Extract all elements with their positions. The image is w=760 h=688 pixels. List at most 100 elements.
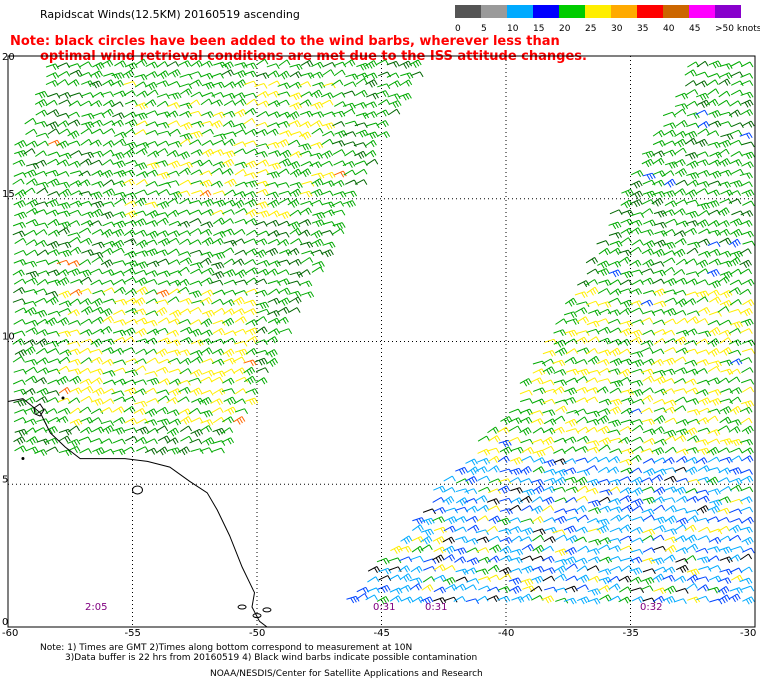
legend-label: 35 xyxy=(637,24,649,34)
wind-barb xyxy=(169,191,183,199)
wind-barb xyxy=(563,467,577,475)
wind-barb xyxy=(719,237,732,245)
wind-barb xyxy=(663,308,677,317)
wind-barb xyxy=(453,547,467,555)
wind-barb xyxy=(47,139,61,147)
wind-barb xyxy=(739,288,752,296)
wind-barb xyxy=(354,160,368,167)
wind-barb xyxy=(422,576,435,583)
wind-barb xyxy=(729,218,743,227)
wind-barb xyxy=(89,191,103,199)
wind-barb xyxy=(34,98,48,108)
wind-barb xyxy=(288,290,302,298)
wind-barb xyxy=(190,417,204,423)
wind-barb xyxy=(609,565,623,572)
wind-barb xyxy=(79,347,92,354)
wind-barb xyxy=(654,566,667,573)
wind-barb xyxy=(366,158,379,166)
wind-barb xyxy=(78,288,92,294)
wind-barb xyxy=(113,211,127,219)
wind-barb xyxy=(542,436,555,446)
wind-barb xyxy=(45,340,59,348)
wind-barb xyxy=(630,379,644,387)
wind-barb xyxy=(179,257,193,265)
wind-barb xyxy=(731,574,744,582)
wind-barb xyxy=(497,455,510,463)
wind-barb xyxy=(13,200,27,209)
wind-barb xyxy=(180,161,193,169)
wind-barb xyxy=(266,171,280,179)
wind-barb xyxy=(739,577,753,585)
wind-barb xyxy=(640,229,654,236)
wind-barb xyxy=(112,427,126,435)
wind-barb xyxy=(684,378,698,386)
wind-barb xyxy=(90,377,103,385)
wind-barb xyxy=(156,389,170,396)
wind-barb xyxy=(720,368,734,376)
wind-barb xyxy=(67,79,80,87)
wind-barb xyxy=(663,554,676,562)
wind-barb xyxy=(301,257,314,264)
wind-barb xyxy=(631,368,645,375)
wind-barb xyxy=(607,429,621,436)
wind-barb xyxy=(289,168,302,178)
wind-barb xyxy=(576,368,590,377)
wind-barb xyxy=(134,189,148,196)
wind-barb xyxy=(190,60,203,68)
wind-barb xyxy=(707,141,721,149)
wind-barb xyxy=(90,408,104,415)
wind-barb xyxy=(577,545,590,552)
wind-barb xyxy=(522,488,536,497)
longitude-label: -30 xyxy=(740,628,756,639)
wind-barb xyxy=(80,426,93,435)
wind-barb xyxy=(124,297,138,305)
wind-barb xyxy=(100,438,113,444)
wind-barb xyxy=(509,585,522,595)
wind-barb xyxy=(651,447,665,456)
wind-barb xyxy=(597,425,611,435)
longitude-label: -55 xyxy=(125,628,141,639)
wind-barb xyxy=(147,150,160,158)
wind-barb xyxy=(56,181,71,189)
wind-barb xyxy=(212,252,226,260)
wind-barb xyxy=(167,357,181,364)
wind-barb xyxy=(477,457,491,465)
wind-barb xyxy=(57,62,71,69)
wind-barb xyxy=(69,180,82,188)
wind-barb xyxy=(618,249,632,257)
swath-time-label: 0:31 xyxy=(373,602,395,613)
wind-barb xyxy=(663,435,677,442)
wind-barb xyxy=(629,467,643,474)
wind-barb xyxy=(532,528,546,535)
wind-barb xyxy=(565,486,579,494)
wind-barb xyxy=(673,230,687,238)
latitude-label: 5 xyxy=(2,474,8,485)
wind-barb xyxy=(509,417,523,425)
wind-barb xyxy=(499,446,513,455)
wind-barb xyxy=(101,228,114,238)
wind-barb xyxy=(201,81,215,90)
wind-barb xyxy=(101,347,115,354)
wind-barb xyxy=(310,230,323,239)
wind-barb xyxy=(24,117,37,125)
wind-barb xyxy=(553,379,567,386)
wind-barb xyxy=(717,377,730,384)
wind-barb xyxy=(706,516,720,522)
wind-barb xyxy=(520,495,533,503)
wind-barb xyxy=(641,277,654,285)
wind-barb xyxy=(707,338,720,348)
wind-barb xyxy=(377,584,391,593)
wind-barb xyxy=(499,545,512,555)
wind-barb xyxy=(642,179,656,186)
wind-barb xyxy=(486,586,500,593)
wind-barb xyxy=(576,435,590,443)
wind-barb xyxy=(684,359,698,367)
wind-barb xyxy=(145,121,159,127)
wind-barb xyxy=(12,330,26,337)
wind-barb xyxy=(599,489,613,496)
wind-barb xyxy=(91,200,105,209)
wind-barb xyxy=(342,160,356,168)
wind-barb xyxy=(739,526,753,534)
wind-barb xyxy=(200,98,213,106)
wind-barb xyxy=(267,328,281,336)
